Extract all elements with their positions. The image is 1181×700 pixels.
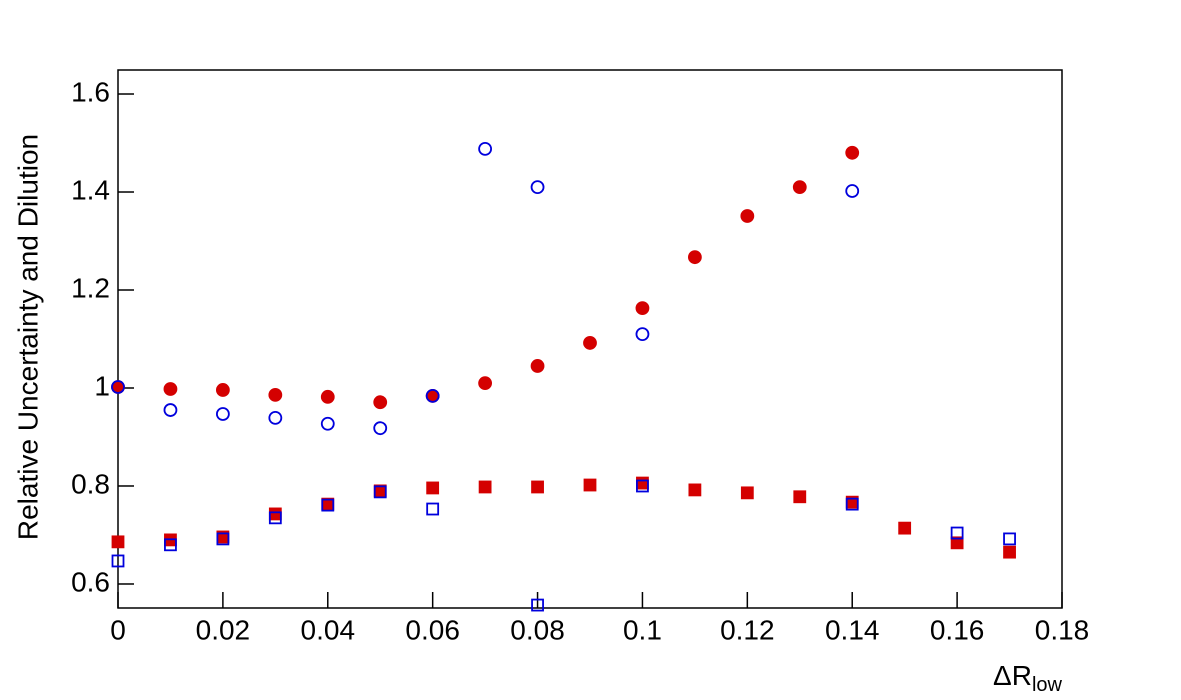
point: [373, 421, 388, 436]
point: [531, 598, 544, 612]
x-tick-label: 0.08: [510, 614, 565, 645]
point: [688, 483, 702, 497]
x-tick-label: 0.16: [930, 614, 985, 645]
x-tick-label: 0.14: [825, 614, 880, 645]
point: [950, 526, 964, 540]
point: [478, 376, 493, 390]
point: [426, 502, 440, 516]
x-tick-label: 0.06: [405, 614, 460, 645]
point: [531, 480, 544, 494]
point: [163, 382, 178, 396]
point: [845, 184, 860, 198]
point: [845, 145, 860, 160]
x-tick-label: 0.04: [301, 614, 356, 645]
point: [740, 209, 755, 223]
point: [635, 301, 650, 316]
point: [320, 416, 335, 431]
x-tick-label: 0.12: [720, 614, 775, 645]
point: [1003, 532, 1016, 546]
y-tick-label: 0.6: [71, 566, 110, 597]
point: [426, 481, 440, 495]
point: [425, 388, 440, 403]
point: [268, 410, 283, 425]
point: [111, 380, 125, 394]
point: [950, 536, 964, 550]
point: [583, 336, 597, 350]
point: [636, 479, 649, 493]
y-tick-label: 1.4: [71, 174, 110, 205]
x-tick-label: 0.18: [1035, 614, 1090, 645]
point: [321, 498, 335, 512]
point: [320, 389, 335, 404]
point: [793, 490, 807, 504]
point: [845, 497, 859, 511]
point: [373, 485, 387, 499]
y-tick-label: 1.2: [71, 272, 110, 303]
point: [163, 403, 178, 417]
x-tick-label: 0: [110, 614, 126, 645]
point: [111, 535, 125, 549]
y-axis-title: Relative Uncertainty and Dilution: [12, 134, 43, 540]
point: [164, 538, 177, 552]
point: [636, 476, 649, 490]
point: [478, 480, 492, 494]
point: [268, 511, 282, 525]
point: [215, 383, 230, 397]
point: [1003, 545, 1016, 559]
point: [792, 180, 807, 195]
point: [635, 327, 650, 342]
y-tick-label: 1: [94, 370, 110, 401]
point: [740, 486, 754, 500]
point: [478, 141, 493, 156]
x-axis-title-main: ΔR: [993, 660, 1032, 691]
x-tick-label: 0.02: [196, 614, 251, 645]
point: [268, 387, 283, 402]
y-tick-label: 0.8: [71, 468, 110, 499]
point: [530, 180, 545, 195]
x-axis-title-sub: low: [1032, 674, 1063, 696]
point: [373, 395, 388, 410]
y-tick-label: 1.6: [71, 76, 110, 107]
plot-frame: [117, 69, 1063, 609]
x-axis-title: ΔRlow: [993, 660, 1063, 696]
point: [898, 521, 912, 535]
point: [687, 250, 702, 265]
point: [215, 407, 230, 421]
point: [216, 532, 230, 546]
point: [530, 359, 545, 373]
point: [268, 507, 282, 521]
point: [111, 554, 125, 568]
x-tick-label: 0.1: [623, 614, 662, 645]
point: [583, 478, 597, 492]
